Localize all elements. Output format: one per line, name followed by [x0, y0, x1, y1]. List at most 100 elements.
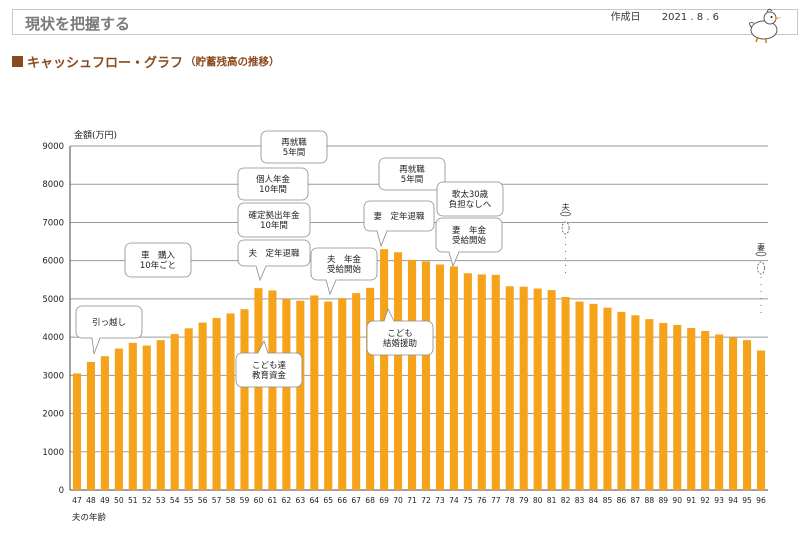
bar [631, 315, 640, 490]
x-tick-label: 57 [212, 496, 222, 505]
callout-text: 5年間 [401, 174, 423, 185]
x-tick-label: 49 [100, 496, 110, 505]
bar [254, 288, 263, 490]
callout-pointer [448, 251, 460, 268]
x-tick-label: 85 [603, 496, 613, 505]
callout-box [237, 167, 309, 201]
x-tick-label: 60 [254, 496, 264, 505]
x-tick-label: 92 [700, 496, 710, 505]
created-date: 作成日 2021 . 8 . 6 [593, 8, 719, 23]
callout-box [237, 239, 311, 267]
x-tick-label: 59 [240, 496, 250, 505]
halo-icon [560, 211, 571, 217]
x-tick-label: 65 [323, 496, 333, 505]
x-tick-label: 51 [128, 496, 138, 505]
x-tick-label: 62 [282, 496, 292, 505]
callout-text: こども達 [252, 360, 287, 371]
callout-text: こども [387, 329, 413, 339]
callout-text: 教育資金 [252, 370, 287, 381]
callout-pointer [255, 265, 267, 282]
x-axis-label: 夫の年齢 [72, 512, 107, 523]
section-square-icon [12, 56, 23, 67]
bar [603, 307, 612, 490]
callout-text: 個人年金 [256, 174, 291, 185]
x-tick-label: 63 [296, 496, 306, 505]
y-tick-label: 1000 [42, 448, 64, 458]
callout-text: 10年間 [260, 220, 288, 231]
callout-box [75, 305, 143, 339]
bar [491, 274, 500, 490]
x-tick-label: 94 [728, 496, 738, 505]
bar [142, 345, 151, 490]
bar [715, 334, 724, 490]
x-tick-label: 66 [337, 496, 347, 505]
bar [687, 327, 696, 490]
ghost-icon [757, 261, 765, 275]
callout-pointer [383, 307, 395, 322]
callout-box [260, 130, 328, 164]
callout-text: 車 購入 [141, 250, 176, 261]
bar [645, 319, 654, 490]
bar [729, 337, 738, 490]
x-tick-label: 89 [658, 496, 668, 505]
x-tick-label: 88 [645, 496, 655, 505]
bar [407, 259, 417, 490]
callout-pointer [91, 337, 101, 355]
y-tick-label: 8000 [42, 180, 64, 190]
callout-pointer [376, 230, 388, 248]
y-tick-label: 2000 [42, 410, 64, 420]
created-date-value: 2021 . 8 . 6 [661, 12, 719, 23]
callout-box [124, 242, 192, 278]
marker-label: 夫 [562, 202, 570, 212]
bar [756, 350, 766, 490]
callout-text: 妻 定年退職 [373, 211, 425, 222]
x-tick-label: 73 [435, 496, 445, 505]
bar [394, 252, 403, 490]
callout-text: 引っ越し [92, 317, 126, 328]
x-tick-label: 95 [742, 496, 752, 505]
page-title: 現状を把握する [25, 15, 131, 33]
mascot-bird-icon [748, 8, 782, 43]
x-tick-label: 50 [114, 496, 124, 505]
bar [505, 286, 514, 490]
callout-box [378, 157, 446, 191]
bar [268, 290, 277, 490]
x-tick-label: 76 [477, 496, 487, 505]
header-bar: 現状を把握する [12, 9, 798, 35]
callout-text: 負担なしへ [449, 199, 492, 210]
x-tick-label: 68 [365, 496, 375, 505]
callout-box [310, 247, 378, 281]
bar [463, 273, 472, 490]
x-tick-label: 79 [519, 496, 529, 505]
bar [421, 261, 431, 490]
callout-text: 歌太30歳 [452, 189, 489, 200]
bar [519, 286, 528, 490]
bar [212, 318, 221, 490]
bar [561, 296, 570, 490]
x-tick-label: 47 [72, 496, 82, 505]
callout-text: 夫 定年退職 [248, 248, 300, 259]
bar [156, 340, 165, 490]
bar [380, 249, 389, 490]
x-tick-label: 74 [449, 496, 459, 505]
callout-text: 10年ごと [140, 260, 176, 271]
bar [366, 287, 375, 490]
x-tick-label: 86 [617, 496, 627, 505]
callout-text: 再就職 [281, 137, 307, 148]
section-title: キャッシュフロー・グラフ （貯蓄残高の推移） [12, 52, 280, 71]
bar [352, 293, 361, 490]
x-tick-label: 87 [631, 496, 641, 505]
callout-pointer [325, 279, 337, 296]
callout-box [436, 181, 504, 217]
x-tick-label: 80 [533, 496, 543, 505]
x-tick-label: 82 [561, 496, 571, 505]
callout-box [237, 202, 311, 238]
x-tick-label: 56 [198, 496, 208, 505]
x-tick-label: 96 [756, 496, 766, 505]
bar [673, 324, 682, 490]
x-tick-label: 58 [226, 496, 236, 505]
bar [617, 311, 626, 490]
x-tick-label: 91 [686, 496, 696, 505]
x-tick-label: 90 [672, 496, 682, 505]
